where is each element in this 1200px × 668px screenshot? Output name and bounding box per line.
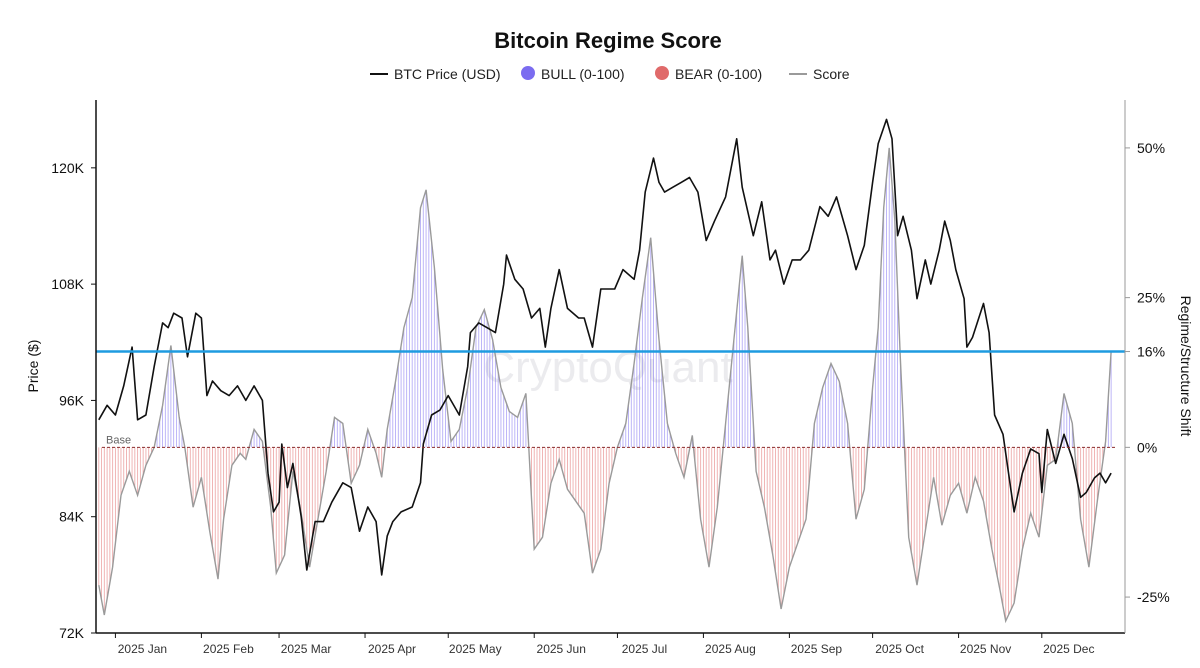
x-tick-label: 2025 Jul	[622, 642, 667, 656]
y-left-tick-label: 108K	[51, 276, 84, 292]
x-tick-label: 2025 Jan	[118, 642, 167, 656]
legend-label-score: Score	[813, 66, 850, 82]
score-series-line	[98, 147, 1112, 624]
y-right-tick-label: 25%	[1137, 290, 1165, 306]
y-right-tick-label: 50%	[1137, 140, 1165, 156]
x-tick-label: 2025 Dec	[1043, 642, 1094, 656]
y-right-tick-label: 0%	[1137, 439, 1157, 455]
legend-bear-dot-icon	[655, 66, 669, 80]
y-left-axis-label: Price ($)	[25, 340, 41, 393]
y-left-tick-label: 72K	[59, 625, 85, 641]
y-right-tick-label: -25%	[1137, 589, 1170, 605]
x-tick-label: 2025 Sep	[791, 642, 843, 656]
legend: BTC Price (USD) BULL (0-100) BEAR (0-100…	[370, 66, 850, 82]
x-tick-label: 2025 Jun	[537, 642, 586, 656]
legend-label-btc-price: BTC Price (USD)	[394, 66, 501, 82]
x-tick-label: 2025 Aug	[705, 642, 756, 656]
y-left-tick-label: 96K	[59, 392, 85, 408]
baseline-label: Base	[106, 434, 131, 446]
legend-bull-dot-icon	[521, 66, 535, 80]
y-right-tick-label: 16%	[1137, 344, 1165, 360]
y-left-tick-label: 84K	[59, 509, 85, 525]
x-tick-label: 2025 May	[449, 642, 502, 656]
legend-label-bear: BEAR (0-100)	[675, 66, 762, 82]
y-right-axis-label: Regime/Structure Shift	[1178, 296, 1194, 437]
x-tick-label: 2025 Feb	[203, 642, 254, 656]
btc-price-line	[98, 118, 1112, 576]
x-tick-label: 2025 Oct	[875, 642, 924, 656]
x-tick-label: 2025 Mar	[281, 642, 332, 656]
legend-label-bull: BULL (0-100)	[541, 66, 625, 82]
x-tick-label: 2025 Nov	[960, 642, 1011, 656]
x-tick-label: 2025 Apr	[368, 642, 416, 656]
y-left-tick-label: 120K	[51, 160, 84, 176]
chart-title: Bitcoin Regime Score	[494, 28, 721, 53]
